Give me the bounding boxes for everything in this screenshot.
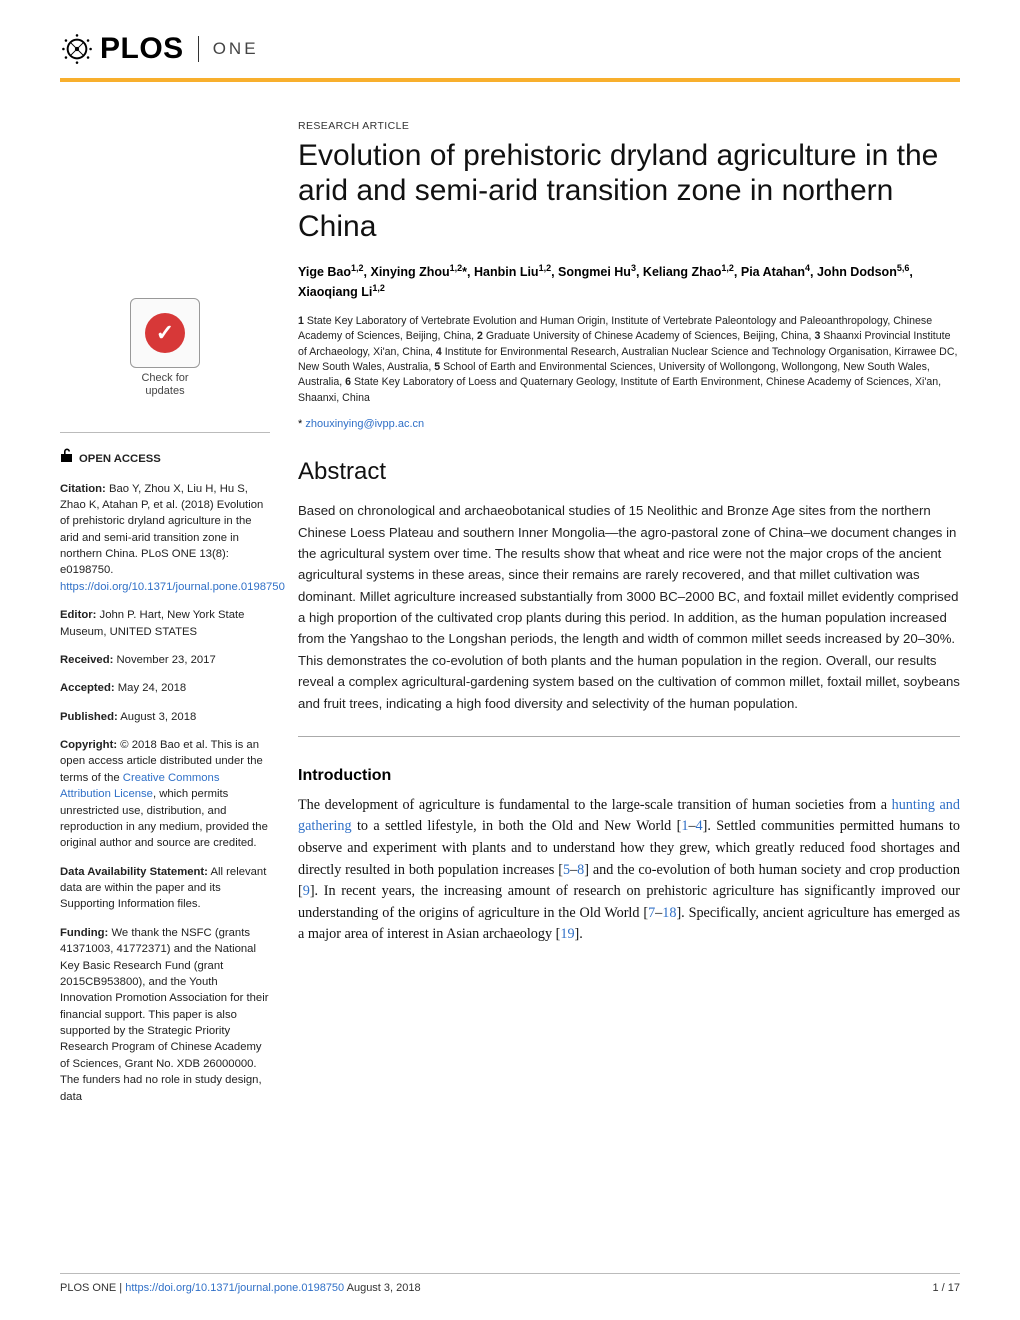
page-footer: PLOS ONE | https://doi.org/10.1371/journ… bbox=[60, 1273, 960, 1294]
editor-block: Editor: John P. Hart, New York State Mus… bbox=[60, 607, 270, 640]
plos-globe-icon bbox=[60, 32, 94, 66]
data-label: Data Availability Statement: bbox=[60, 866, 208, 878]
ref-dash-1: – bbox=[688, 818, 695, 834]
sidebar: ✓ Check for updates OPEN ACCESS Citation… bbox=[60, 120, 270, 1117]
corresponding-author: * zhouxinying@ivpp.ac.cn bbox=[298, 418, 960, 430]
received-label: Received: bbox=[60, 654, 113, 666]
funding-block: Funding: We thank the NSFC (grants 41371… bbox=[60, 925, 270, 1105]
article-title: Evolution of prehistoric dryland agricul… bbox=[298, 138, 960, 244]
intro-heading: Introduction bbox=[298, 767, 960, 785]
accepted-text: May 24, 2018 bbox=[115, 682, 187, 694]
footer-date: August 3, 2018 bbox=[344, 1282, 420, 1294]
ref-9[interactable]: 9 bbox=[303, 883, 310, 899]
article-main: RESEARCH ARTICLE Evolution of prehistori… bbox=[298, 120, 960, 1117]
accepted-label: Accepted: bbox=[60, 682, 115, 694]
citation-block: Citation: Bao Y, Zhou X, Liu H, Hu S, Zh… bbox=[60, 481, 270, 596]
intro-text-1: The development of agriculture is fundam… bbox=[298, 797, 892, 813]
footer-journal: PLOS ONE | bbox=[60, 1282, 125, 1294]
ref-4[interactable]: 4 bbox=[696, 818, 703, 834]
published-label: Published: bbox=[60, 711, 118, 723]
copyright-label: Copyright: bbox=[60, 739, 117, 751]
affiliations: 1 State Key Laboratory of Vertebrate Evo… bbox=[298, 314, 960, 406]
author-list: Yige Bao1,2, Xinying Zhou1,2*, Hanbin Li… bbox=[298, 262, 960, 302]
logo-divider bbox=[198, 36, 199, 62]
ref-19[interactable]: 19 bbox=[560, 926, 574, 942]
intro-text-2: to a settled lifestyle, in both the Old … bbox=[352, 818, 682, 834]
published-block: Published: August 3, 2018 bbox=[60, 709, 270, 725]
crossmark-icon: ✓ bbox=[145, 313, 185, 353]
editor-label: Editor: bbox=[60, 609, 96, 621]
received-text: November 23, 2017 bbox=[113, 654, 215, 666]
corr-email-link[interactable]: zhouxinying@ivpp.ac.cn bbox=[305, 418, 424, 430]
sidebar-divider bbox=[60, 432, 270, 433]
funding-label: Funding: bbox=[60, 927, 108, 939]
abstract-heading: Abstract bbox=[298, 458, 960, 486]
received-block: Received: November 23, 2017 bbox=[60, 652, 270, 668]
citation-label: Citation: bbox=[60, 483, 106, 495]
open-access-text: OPEN ACCESS bbox=[79, 451, 161, 467]
open-lock-icon bbox=[60, 447, 74, 470]
journal-name: ONE bbox=[213, 39, 259, 59]
header-rule bbox=[60, 78, 960, 82]
footer-doi-link[interactable]: https://doi.org/10.1371/journal.pone.019… bbox=[125, 1282, 344, 1294]
check-updates-badge[interactable]: ✓ Check for updates bbox=[124, 298, 206, 398]
copyright-block: Copyright: © 2018 Bao et al. This is an … bbox=[60, 737, 270, 852]
funding-text: We thank the NSFC (grants 41371003, 4177… bbox=[60, 927, 268, 1103]
article-type: RESEARCH ARTICLE bbox=[298, 120, 960, 132]
page-number: 1 / 17 bbox=[932, 1282, 960, 1294]
published-text: August 3, 2018 bbox=[118, 711, 197, 723]
check-updates-line1: Check for bbox=[141, 372, 188, 384]
abstract-text: Based on chronological and archaeobotani… bbox=[298, 500, 960, 714]
open-access-badge: OPEN ACCESS bbox=[60, 447, 270, 470]
citation-doi-link[interactable]: https://doi.org/10.1371/journal.pone.019… bbox=[60, 581, 285, 593]
plos-logo: PLOS ONE bbox=[60, 32, 259, 66]
ref-5[interactable]: 5 bbox=[563, 862, 570, 878]
section-divider bbox=[298, 736, 960, 737]
ref-18[interactable]: 18 bbox=[662, 905, 676, 921]
journal-header: PLOS ONE bbox=[60, 32, 960, 74]
intro-paragraph: The development of agriculture is fundam… bbox=[298, 795, 960, 946]
data-availability-block: Data Availability Statement: All relevan… bbox=[60, 864, 270, 913]
check-updates-line2: updates bbox=[145, 385, 184, 397]
plos-wordmark: PLOS bbox=[100, 32, 184, 66]
accepted-block: Accepted: May 24, 2018 bbox=[60, 680, 270, 696]
citation-text: Bao Y, Zhou X, Liu H, Hu S, Zhao K, Atah… bbox=[60, 483, 263, 577]
intro-text-7: ]. bbox=[575, 926, 583, 942]
